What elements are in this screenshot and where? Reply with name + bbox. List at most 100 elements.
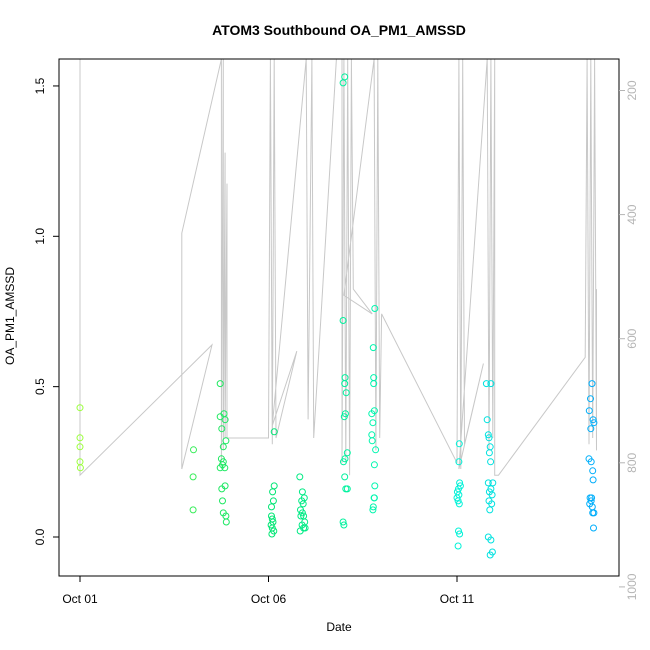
y2-tick-label: 1000 xyxy=(625,573,639,600)
data-point xyxy=(268,530,276,538)
data-point xyxy=(339,518,347,526)
data-point xyxy=(370,380,378,388)
data-point xyxy=(488,491,496,499)
y2-tick-label: 600 xyxy=(625,328,639,348)
data-point xyxy=(484,479,492,487)
data-point xyxy=(343,485,351,493)
data-point xyxy=(588,494,596,502)
data-point xyxy=(218,425,226,433)
data-point xyxy=(343,449,351,457)
data-point xyxy=(219,497,226,505)
data-point xyxy=(590,509,598,517)
x-tick-label: Oct 06 xyxy=(251,592,287,606)
data-point xyxy=(453,494,461,502)
data-point xyxy=(219,443,227,451)
data-point xyxy=(297,512,305,520)
data-point xyxy=(221,464,229,472)
x-axis-label: Date xyxy=(326,620,352,634)
y2-tick-label: 400 xyxy=(625,204,639,224)
data-point xyxy=(369,506,377,514)
data-point xyxy=(486,506,494,514)
altitude-track-layer xyxy=(79,59,597,477)
y2-tick-label: 800 xyxy=(625,452,639,472)
data-point xyxy=(487,458,495,466)
data-point xyxy=(587,425,595,433)
chart-title: ATOM3 Southbound OA_PM1_AMSSD xyxy=(212,22,466,38)
y-tick-label: 0.5 xyxy=(33,378,47,395)
data-point xyxy=(341,473,349,481)
data-point xyxy=(269,488,277,496)
data-point xyxy=(589,476,597,484)
data-point xyxy=(299,500,307,508)
data-point xyxy=(487,536,495,544)
data-point xyxy=(589,416,597,424)
data-point xyxy=(485,449,493,457)
data-point xyxy=(372,446,380,454)
data-point xyxy=(270,428,278,436)
data-point xyxy=(222,518,230,526)
data-point xyxy=(369,344,377,352)
data-point xyxy=(369,503,377,511)
data-point xyxy=(76,443,84,451)
data-point xyxy=(456,482,464,490)
data-point xyxy=(189,473,197,481)
data-point xyxy=(369,419,377,427)
data-point xyxy=(269,497,277,505)
data-point xyxy=(488,500,496,508)
data-point xyxy=(368,410,376,418)
data-point xyxy=(216,380,224,388)
data-point xyxy=(484,431,492,439)
data-point xyxy=(487,380,495,388)
data-points-layer xyxy=(76,73,598,559)
data-point xyxy=(189,506,197,514)
data-point xyxy=(590,524,597,532)
y-tick-label: 0.0 xyxy=(33,528,47,545)
data-point xyxy=(340,413,348,421)
data-point xyxy=(482,380,490,388)
data-point xyxy=(455,440,463,448)
data-point xyxy=(371,305,379,312)
data-point xyxy=(590,419,598,427)
data-point xyxy=(489,479,497,487)
data-point xyxy=(454,542,462,550)
data-point xyxy=(485,434,493,442)
data-point xyxy=(342,389,350,397)
x-axis: Oct 01 Oct 06 Oct 11 xyxy=(62,576,475,606)
data-point xyxy=(486,551,494,559)
data-point xyxy=(483,416,491,424)
x-tick-label: Oct 11 xyxy=(440,592,475,606)
data-point xyxy=(76,434,84,442)
data-point xyxy=(587,458,595,466)
data-point xyxy=(587,395,594,403)
data-point xyxy=(268,512,275,520)
data-point xyxy=(370,494,378,502)
data-point xyxy=(216,464,224,472)
data-point xyxy=(455,527,462,535)
data-point xyxy=(301,524,309,532)
y-axis: 0.0 0.5 1.0 1.5 xyxy=(33,77,59,545)
data-point xyxy=(76,464,84,472)
data-point xyxy=(368,437,376,445)
data-point xyxy=(456,530,464,538)
data-point xyxy=(370,461,378,469)
data-point xyxy=(296,473,304,481)
data-point xyxy=(221,482,229,490)
data-point xyxy=(222,437,230,445)
data-point xyxy=(588,380,596,388)
data-point xyxy=(76,404,84,412)
data-point xyxy=(455,458,463,466)
data-point xyxy=(455,500,463,508)
data-point xyxy=(340,458,347,466)
y2-axis: 200 400 600 800 1000 xyxy=(619,80,639,600)
y2-tick-label: 200 xyxy=(625,80,639,100)
data-point xyxy=(339,317,347,324)
data-point xyxy=(190,446,197,454)
altitude-track-line xyxy=(79,59,597,477)
y-axis-label: OA_PM1_AMSSD xyxy=(3,267,17,365)
data-point xyxy=(341,380,349,388)
data-point xyxy=(589,467,597,475)
data-point xyxy=(221,416,229,424)
y-tick-label: 1.5 xyxy=(33,77,47,94)
